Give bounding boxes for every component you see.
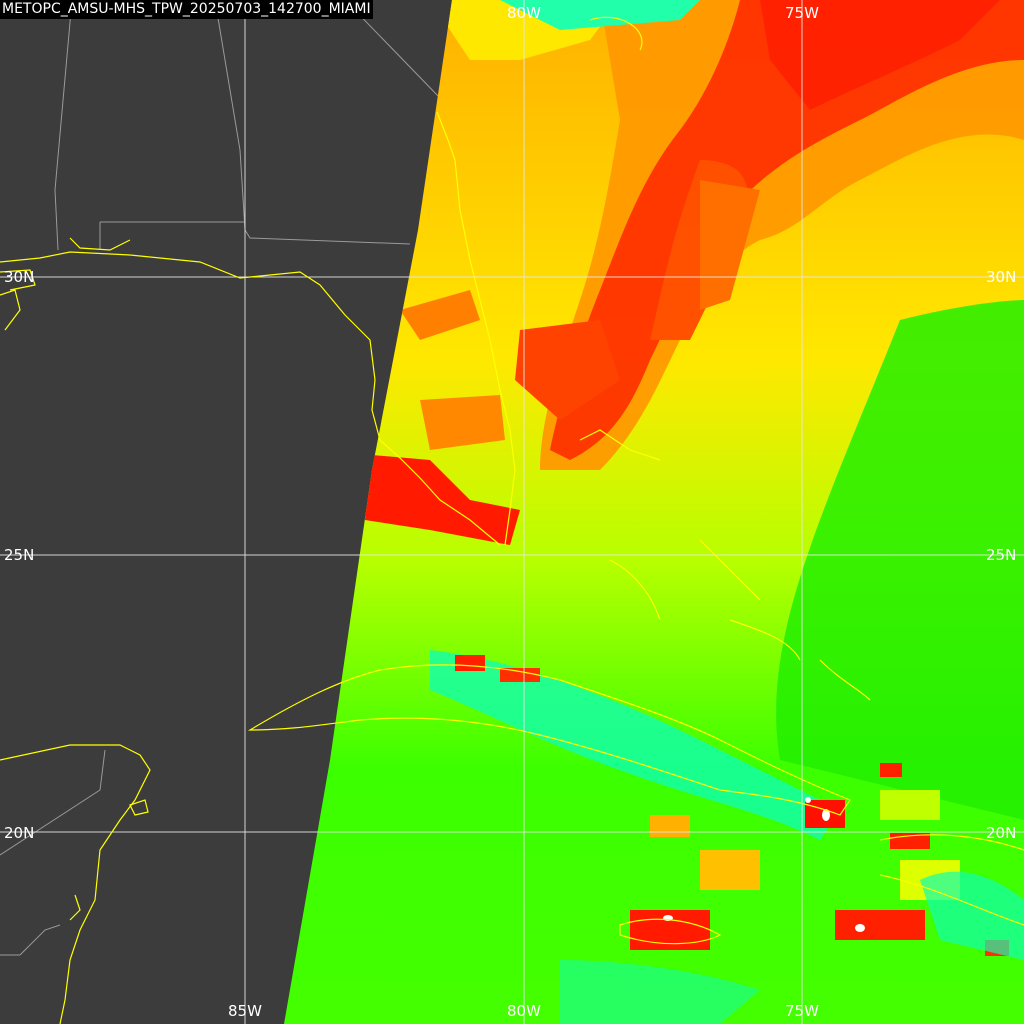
lat-label-25n-left: 25N <box>4 546 34 564</box>
lat-label-30n-right: 30N <box>986 268 1016 286</box>
lon-label-75w-top: 75W <box>785 4 819 22</box>
lat-label-25n-right: 25N <box>986 546 1016 564</box>
product-title: METOPC_AMSU-MHS_TPW_20250703_142700_MIAM… <box>0 0 373 19</box>
lat-label-20n-right: 20N <box>986 824 1016 842</box>
lat-label-30n-left: 30N <box>4 268 34 286</box>
lon-label-75w-bottom: 75W <box>785 1002 819 1020</box>
coastlines <box>0 16 1024 1024</box>
lon-label-85w-bottom: 85W <box>228 1002 262 1020</box>
graticule-labels: 85W 80W 75W 80W 75W 30N 25N 20N 30N 25N … <box>4 4 1016 1020</box>
lon-label-80w-bottom: 80W <box>507 1002 541 1020</box>
lon-label-80w-top: 80W <box>507 4 541 22</box>
lat-label-20n-left: 20N <box>4 824 34 842</box>
